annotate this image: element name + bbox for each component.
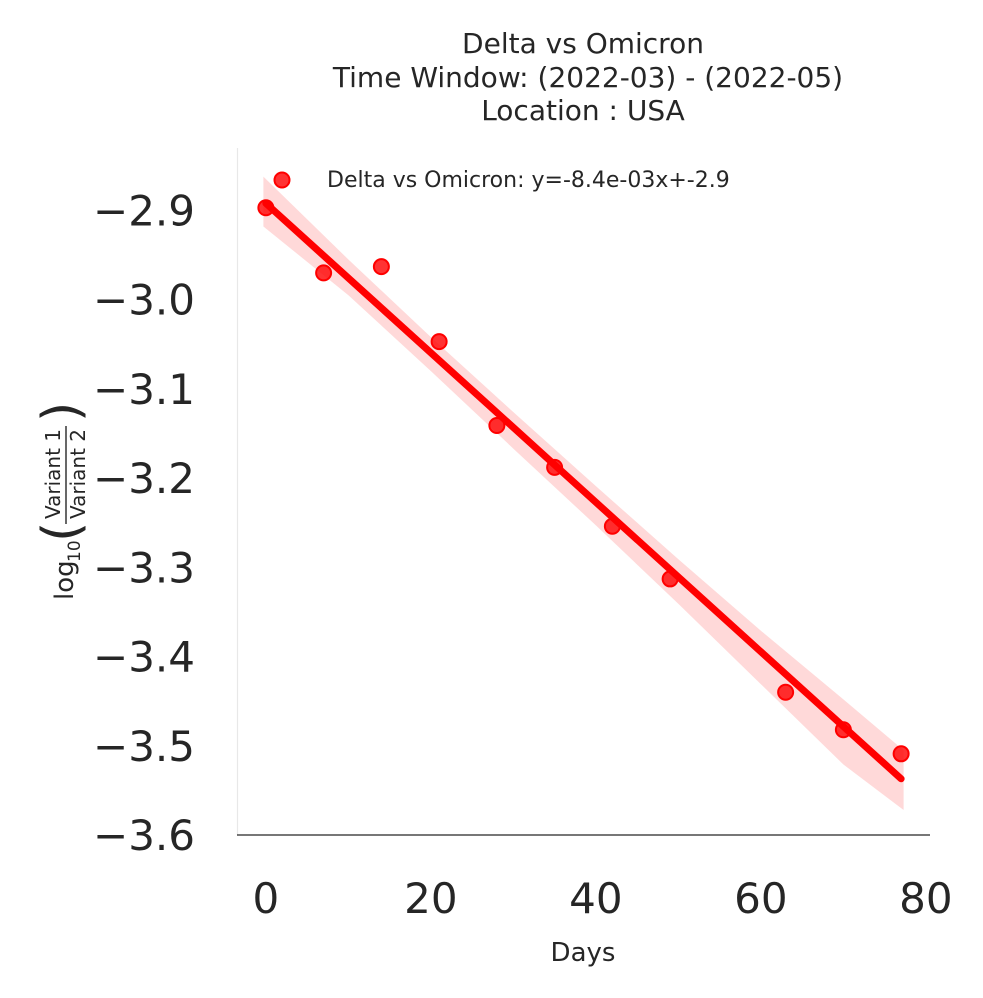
y-tick-label: −3.4 <box>93 633 195 682</box>
x-tick-label: 60 <box>734 874 787 923</box>
x-tick-label: 40 <box>569 874 622 923</box>
regression-line <box>262 199 905 783</box>
data-point <box>257 199 275 217</box>
data-point <box>777 683 795 701</box>
data-point <box>372 258 390 276</box>
y-tick-label: −3.0 <box>93 276 195 325</box>
y-tick-labels: −2.9 −3.0 −3.1 −3.2 −3.3 −3.4 −3.5 −3.6 <box>93 186 195 860</box>
data-point <box>661 570 679 588</box>
x-tick-labels: 0 20 40 60 80 <box>253 874 953 923</box>
data-point <box>546 458 564 476</box>
x-tick-label: 20 <box>404 874 457 923</box>
y-axis-label: log 10 ( Variant 1 Variant 2 ) <box>32 402 92 600</box>
y-axis-label-numerator: Variant 1 <box>41 429 65 519</box>
y-axis-label-paren-close: ) <box>32 402 92 422</box>
data-point <box>430 333 448 351</box>
data-point <box>834 721 852 739</box>
y-tick-label: −3.1 <box>93 365 195 414</box>
x-tick-label: 80 <box>899 874 952 923</box>
x-axis-label: Days <box>551 938 616 968</box>
y-tick-label: −3.6 <box>93 811 195 860</box>
legend-marker <box>273 171 291 189</box>
x-tick-label: 0 <box>253 874 280 923</box>
legend: Delta vs Omicron: y=-8.4e-03x+-2.9 <box>273 168 730 193</box>
y-tick-label: −3.5 <box>93 722 195 771</box>
y-axis-label-paren-open: ( <box>32 522 92 542</box>
y-axis-label-log: log <box>50 560 80 600</box>
fit-line-layer <box>262 199 905 783</box>
title-line-1: Delta vs Omicron <box>462 27 704 60</box>
title-line-2: Time Window: (2022-03) - (2022-05) <box>332 61 843 94</box>
legend-label: Delta vs Omicron: y=-8.4e-03x+-2.9 <box>327 168 730 193</box>
data-point <box>892 745 910 763</box>
y-axis-label-denominator: Variant 2 <box>66 429 90 519</box>
data-point <box>315 264 333 282</box>
y-tick-label: −2.9 <box>93 186 195 235</box>
chart-title: Delta vs Omicron Time Window: (2022-03) … <box>332 27 843 127</box>
data-point <box>488 416 506 434</box>
y-tick-label: −3.3 <box>93 543 195 592</box>
data-points-layer <box>257 199 910 763</box>
y-axis-label-base: 10 <box>65 540 85 562</box>
title-line-3: Location : USA <box>481 94 685 127</box>
y-tick-label: −3.2 <box>93 454 195 503</box>
data-point <box>603 517 621 535</box>
